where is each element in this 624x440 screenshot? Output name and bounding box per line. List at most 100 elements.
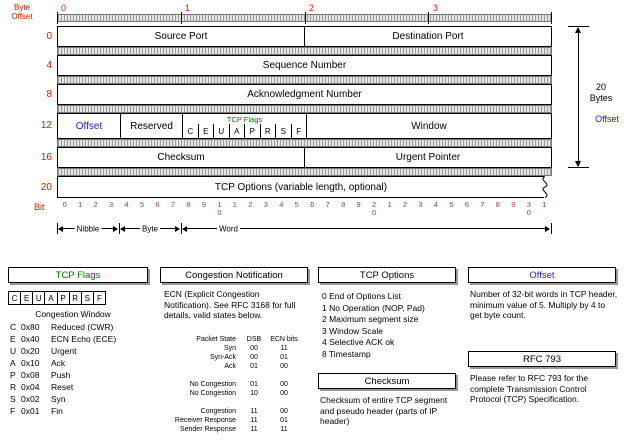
field-data-offset: Offset xyxy=(58,114,120,138)
tcp-option-item: 0 End of Options List xyxy=(322,291,401,301)
field-checksum: Checksum xyxy=(157,152,205,163)
byte-tick xyxy=(428,12,429,24)
byte-offset-axis-label: Byte Offset xyxy=(11,3,33,21)
ecn-header-packet-state: Packet State xyxy=(196,336,236,343)
flag-item: P 0x08 Push xyxy=(10,369,116,381)
flag-item-name: Ack xyxy=(51,358,66,368)
flag-letter-cell: P xyxy=(56,292,69,304)
ruler-bar xyxy=(57,105,552,113)
byte-span-label: Byte xyxy=(139,224,161,233)
flag-item-name: Syn xyxy=(51,394,66,404)
ruler-bar xyxy=(57,47,552,55)
flag-item-name: ECN Echo (ECE) xyxy=(51,334,117,344)
flag-item-hex: 0x20 xyxy=(21,346,40,356)
ruler-bar xyxy=(57,168,552,176)
twenty-bytes-bottom-tick xyxy=(568,167,589,168)
top-ruler-label-2: 2 xyxy=(309,3,315,13)
bit-number: 2 xyxy=(93,200,98,209)
ecn-bits-value: 00 xyxy=(280,381,288,388)
flag-letter-cell: F xyxy=(92,292,105,304)
flag-item-letter: S xyxy=(10,394,16,404)
congestion-notification-description: ECN (Explicit Congestion Notification). … xyxy=(164,289,296,320)
ecn-table-row: No Congestion 10 00 xyxy=(164,388,302,397)
flag-item-name: Fin xyxy=(51,406,63,416)
flag-item-hex: 0x40 xyxy=(21,334,40,344)
twenty-bytes-label: 20 Bytes xyxy=(589,82,613,103)
bit-number: 2 xyxy=(248,200,253,209)
bit-number: 0 xyxy=(62,200,67,209)
top-ruler-label-0: 0 xyxy=(61,3,67,13)
ecn-table-row: Sender Response 11 11 xyxy=(164,424,302,433)
nibble-span-label: Nibble xyxy=(74,224,102,233)
bit-axis-label: Bit xyxy=(34,202,45,212)
field-urgent-pointer: Urgent Pointer xyxy=(304,148,551,167)
flag-item-letter: F xyxy=(10,406,16,416)
ecn-table-row: Syn-Ack 00 01 xyxy=(164,352,302,361)
tcp-option-item: 1 No Operation (NOP, Pad) xyxy=(322,302,425,313)
bit-number: 5 xyxy=(139,200,145,209)
offset-title: Offset xyxy=(468,267,616,283)
rfc-description: Please refer to RFC 793 for the complete… xyxy=(470,373,589,404)
bit-number: 5 xyxy=(294,200,299,209)
flag-item: A 0x10 Ack xyxy=(10,357,116,369)
flag-item-hex: 0x10 xyxy=(21,358,40,368)
field-acknowledgment-number: Acknowledgment Number xyxy=(247,89,362,100)
ecn-packet-state: Sender Response xyxy=(179,426,236,433)
bit-number: 1 xyxy=(232,200,237,209)
ecn-dsb-value: 01 xyxy=(250,363,258,370)
ecn-bits-value: 00 xyxy=(280,390,288,397)
bit-number: 7 xyxy=(170,200,176,209)
flag-letter-cell: U xyxy=(32,292,44,304)
ecn-packet-state: Ack xyxy=(224,363,236,370)
checksum-description: Checksum of entire TCP segment and pseud… xyxy=(320,395,448,426)
data-offset-label: Offset xyxy=(75,120,103,132)
word-span: Word xyxy=(181,222,551,234)
bit-number: 4 xyxy=(279,200,284,209)
tcp-flags-title: TCP Flags xyxy=(226,115,263,124)
span-tick xyxy=(57,223,58,234)
ecn-dsb-value: 10 xyxy=(250,390,258,397)
byte-tick xyxy=(181,12,182,24)
top-ruler-label-1: 1 xyxy=(185,3,191,13)
flag-item-name: Reduced (CWR) xyxy=(51,322,114,332)
bit-number: 7 xyxy=(480,200,485,209)
field-sequence-number: Sequence Number xyxy=(262,60,347,71)
ecn-header-ecn-bits: ECN bits xyxy=(270,336,298,343)
ecn-table-row xyxy=(164,370,302,379)
flag-item-letter: C xyxy=(10,322,17,332)
bit-number: 5 xyxy=(449,200,454,209)
flag-letter-cell: P xyxy=(244,124,260,138)
header-row-sequence: Sequence Number xyxy=(57,55,552,76)
span-tick xyxy=(551,223,552,234)
bit-number: 8 xyxy=(341,200,346,209)
twenty-bytes-arrow xyxy=(575,27,581,167)
bit-number: 6 xyxy=(155,200,160,209)
field-window: Window xyxy=(306,114,551,138)
flag-letter-cell: F xyxy=(290,124,307,138)
flag-item-hex: 0x80 xyxy=(21,322,40,332)
congestion-window-subtitle: Congestion Window xyxy=(35,309,111,319)
bit-number: 7 xyxy=(325,200,330,209)
flag-letter-cell: E xyxy=(20,292,32,304)
bit-number: 8 xyxy=(495,200,500,209)
flag-item-name: Push xyxy=(51,370,71,380)
bit-number: 8 xyxy=(186,200,191,209)
span-tick xyxy=(119,223,120,234)
flag-item: S 0x02 Syn xyxy=(10,393,116,405)
flag-letter-cell: E xyxy=(197,124,214,138)
flag-letter-cell: S xyxy=(275,124,291,138)
ecn-packet-state: No Congestion xyxy=(189,381,236,388)
bit-number: 6 xyxy=(464,200,469,209)
checksum-title: Checksum xyxy=(318,373,456,389)
tear-edge xyxy=(542,176,548,198)
flag-item-name: Reset xyxy=(51,382,74,392)
field-source-port: Source Port xyxy=(154,31,208,42)
field-tcp-options: TCP Options (variable length, optional) xyxy=(214,181,388,193)
word-span-label: Word xyxy=(217,224,240,233)
header-row-ack: Acknowledgment Number xyxy=(57,84,552,105)
ecn-bits-value: 00 xyxy=(280,408,288,415)
ecn-table-row xyxy=(164,397,302,406)
ecn-dsb-value: 11 xyxy=(250,417,258,424)
bit-number: 9 xyxy=(201,200,207,209)
